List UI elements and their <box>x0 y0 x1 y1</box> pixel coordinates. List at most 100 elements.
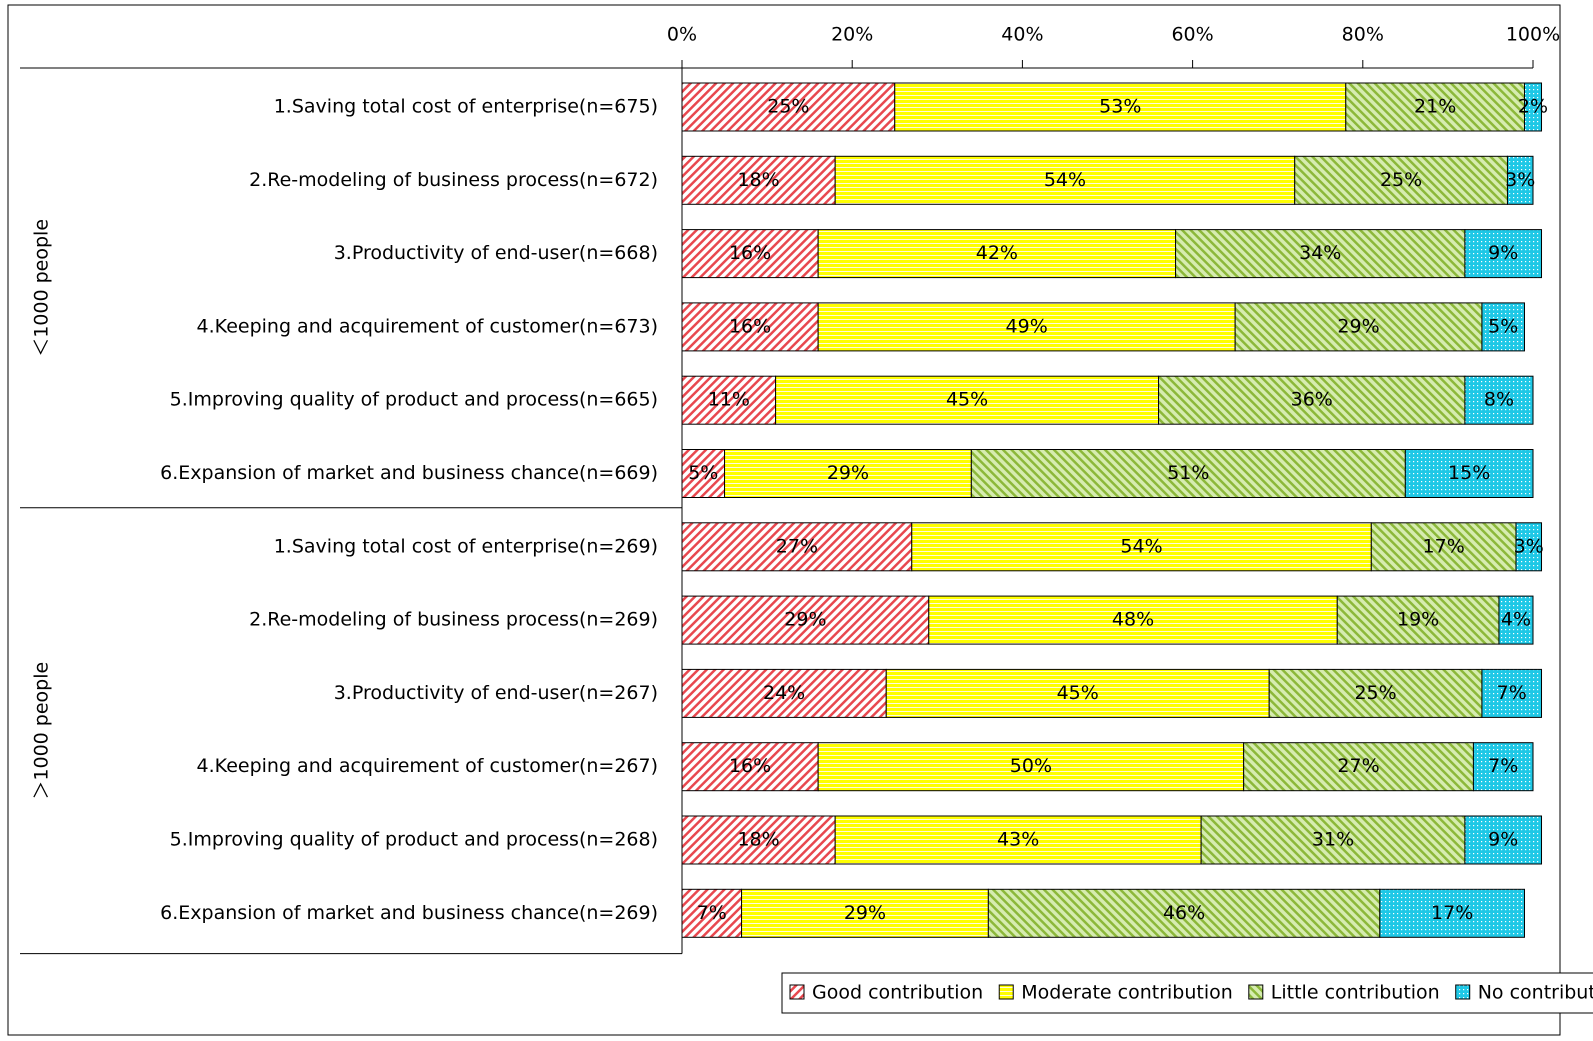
bar-segment <box>1481 668 1543 718</box>
y-tick-label: 4.Keeping and acquirement of customer(n=… <box>197 315 658 337</box>
x-tick-label: 80% <box>1342 24 1384 46</box>
y-tick-label: 2.Re-modeling of business process(n=269) <box>249 609 658 631</box>
bar-segment <box>681 229 819 279</box>
bar-segment <box>987 888 1381 938</box>
data-label: 31% <box>1312 829 1354 851</box>
bar-segment <box>681 302 819 352</box>
legend-label: Moderate contribution <box>1021 982 1233 1004</box>
bar-segment <box>1464 229 1543 279</box>
y-tick-label: 6.Expansion of market and business chanc… <box>160 462 658 484</box>
bar-segment <box>1268 668 1483 718</box>
data-label: 16% <box>729 315 771 337</box>
y-tick-label: 1.Saving total cost of enterprise(n=269) <box>274 535 658 557</box>
bar-segment <box>817 742 1245 792</box>
bar-segment <box>775 375 1160 425</box>
legend-label: Good contribution <box>812 982 983 1004</box>
group-label: ＞1000 people <box>31 662 53 800</box>
bar-segment <box>681 815 836 865</box>
x-tick-label: 20% <box>831 24 873 46</box>
bar-segment <box>681 375 777 425</box>
bar-segment <box>970 449 1406 498</box>
data-label: 25% <box>1380 169 1422 191</box>
legend-label: Little contribution <box>1271 982 1440 1004</box>
data-label: 8% <box>1484 389 1514 411</box>
legend-label: No contribution <box>1478 982 1593 1004</box>
data-label: 11% <box>708 389 750 411</box>
data-label: 18% <box>737 829 779 851</box>
bar-segment <box>1481 302 1525 352</box>
data-label: 21% <box>1414 96 1456 118</box>
data-label: 53% <box>1099 96 1141 118</box>
data-label: 19% <box>1397 609 1439 631</box>
data-label: 25% <box>1354 682 1396 704</box>
y-tick-label: 5.Improving quality of product and proce… <box>170 389 658 411</box>
data-label: 17% <box>1431 902 1473 924</box>
bar-segment <box>681 742 819 792</box>
data-label: 54% <box>1120 535 1162 557</box>
data-label: 42% <box>976 242 1018 264</box>
bar-segment <box>1345 82 1525 132</box>
bar-segment <box>1404 449 1534 498</box>
data-label: 54% <box>1044 169 1086 191</box>
data-label: 16% <box>729 755 771 777</box>
bar-segment <box>741 888 989 938</box>
y-tick-label: 3.Productivity of end-user(n=267) <box>334 682 658 704</box>
bar-segment <box>681 595 930 645</box>
data-label: 7% <box>1497 682 1527 704</box>
data-label: 29% <box>1337 315 1379 337</box>
data-label: 29% <box>827 462 869 484</box>
y-tick-label: 2.Re-modeling of business process(n=672) <box>249 169 658 191</box>
data-label: 43% <box>997 829 1039 851</box>
data-label: 15% <box>1448 462 1490 484</box>
bar-segment <box>1234 302 1483 352</box>
data-label: 45% <box>1057 682 1099 704</box>
data-label: 46% <box>1163 902 1205 924</box>
bar-segment <box>1523 82 1543 132</box>
bar-segment <box>681 449 726 498</box>
bar-segment <box>817 229 1177 279</box>
bar-segment <box>1472 742 1534 792</box>
y-tick-label: 5.Improving quality of product and proce… <box>170 829 658 851</box>
data-label: 51% <box>1167 462 1209 484</box>
bar-segment <box>1464 815 1543 865</box>
bar-segment <box>681 522 913 572</box>
x-tick-label: 0% <box>667 24 697 46</box>
bar-segment <box>681 668 887 718</box>
bar-segment <box>911 522 1372 572</box>
data-label: 17% <box>1423 535 1465 557</box>
bar-segment <box>1515 522 1543 572</box>
bar-segment <box>1200 815 1466 865</box>
legend-swatch <box>998 984 1014 1000</box>
data-label: 5% <box>688 462 718 484</box>
y-tick-label: 1.Saving total cost of enterprise(n=675) <box>274 96 658 118</box>
legend: Good contribution Moderate contribution Li… <box>781 972 1593 1014</box>
data-label: 27% <box>1337 755 1379 777</box>
bar-segment <box>1175 229 1466 279</box>
bar-segment <box>1498 595 1534 645</box>
bar-segment <box>1379 888 1525 938</box>
data-label: 3% <box>1514 535 1544 557</box>
group-label: ＜1000 people <box>31 219 53 357</box>
data-label: 24% <box>763 682 805 704</box>
data-label: 45% <box>946 389 988 411</box>
bar-segment <box>1243 742 1474 792</box>
bar-segment <box>1158 375 1466 425</box>
data-label: 7% <box>697 902 727 924</box>
data-label: 49% <box>1006 315 1048 337</box>
data-label: 50% <box>1010 755 1052 777</box>
legend-swatch <box>1248 984 1264 1000</box>
data-label: 48% <box>1112 609 1154 631</box>
x-tick-label: 40% <box>1001 24 1043 46</box>
bar-segment <box>1370 522 1517 572</box>
y-tick-label: 6.Expansion of market and business chanc… <box>160 902 658 924</box>
bar-segment <box>834 155 1296 205</box>
data-label: 4% <box>1501 609 1531 631</box>
data-label: 5% <box>1488 315 1518 337</box>
legend-swatch <box>1455 984 1471 1000</box>
bar-segment <box>834 815 1202 865</box>
chart-border <box>7 4 1561 1036</box>
bar-segment <box>724 449 972 498</box>
bar-segment <box>1464 375 1534 425</box>
y-tick-label: 4.Keeping and acquirement of customer(n=… <box>197 755 658 777</box>
